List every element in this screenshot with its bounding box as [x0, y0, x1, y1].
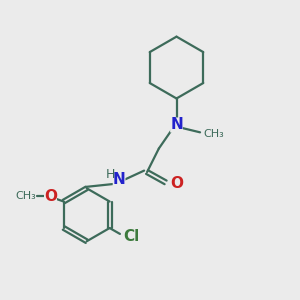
Text: H: H — [106, 168, 116, 181]
Text: N: N — [170, 118, 183, 133]
Text: O: O — [44, 189, 57, 204]
Text: Cl: Cl — [123, 230, 139, 244]
Text: CH₃: CH₃ — [15, 191, 36, 201]
Text: N: N — [113, 172, 125, 187]
Text: CH₃: CH₃ — [203, 129, 224, 139]
Text: O: O — [171, 176, 184, 191]
